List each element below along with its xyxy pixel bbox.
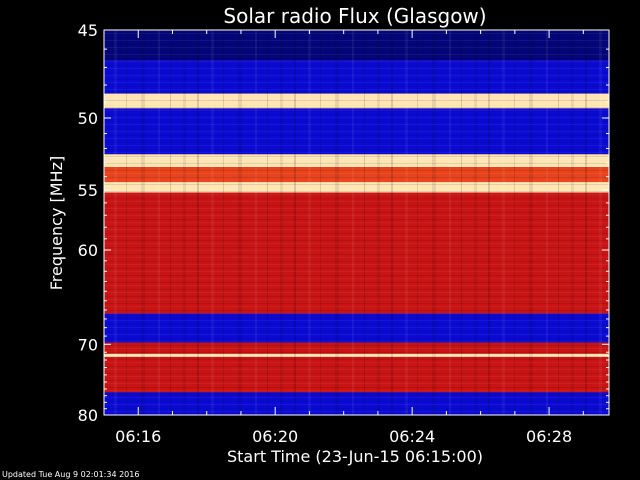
x-axis: 06:16 06:20 06:24 06:28 — [103, 30, 584, 446]
y-axis-label: Frequency [MHz] — [47, 156, 66, 290]
y-tick-label: 60 — [78, 241, 98, 260]
y-tick-label: 70 — [78, 335, 98, 354]
x-axis-label: Start Time (23-Jun-15 06:15:00) — [227, 447, 483, 466]
x-tick-label: 06:16 — [115, 427, 161, 446]
x-tick-label: 06:28 — [526, 427, 572, 446]
y-tick-label: 45 — [78, 21, 98, 40]
plot-frame — [103, 29, 610, 416]
y-axis: 45 50 55 60 70 80 — [78, 21, 609, 425]
y-tick-label: 80 — [78, 406, 98, 425]
chart-title: Solar radio Flux (Glasgow) — [223, 4, 486, 28]
updated-timestamp: Updated Tue Aug 9 02:01:34 2016 — [2, 470, 140, 479]
y-tick-label: 55 — [78, 181, 98, 200]
plot-area — [103, 29, 610, 416]
channel-rows — [104, 30, 609, 415]
x-tick-label: 06:24 — [389, 427, 435, 446]
x-tick-label: 06:20 — [252, 427, 298, 446]
y-tick-label: 50 — [78, 109, 98, 128]
